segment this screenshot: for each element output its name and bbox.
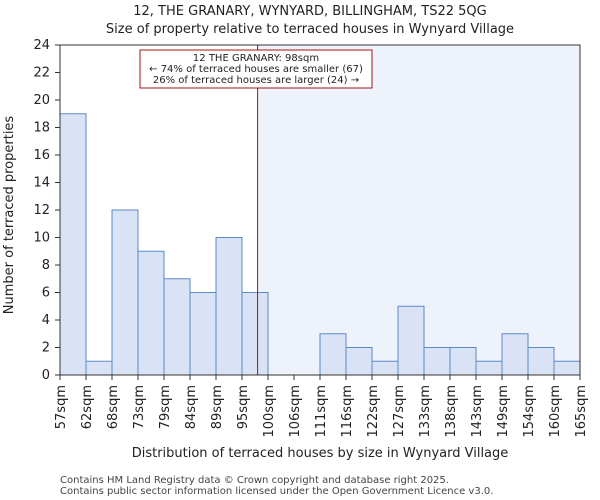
x-tick-label: 165sqm: [574, 385, 589, 438]
y-tick-label: 8: [42, 258, 50, 273]
x-tick-label: 68sqm: [106, 385, 121, 429]
x-tick-label: 138sqm: [444, 385, 459, 438]
x-tick-label: 84sqm: [184, 385, 199, 429]
bar: [111, 209, 139, 376]
annotation-line2: ← 74% of terraced houses are smaller (67…: [149, 64, 363, 75]
x-axis: 57sqm 62sqm 68sqm 73sqm 79sqm 84sqm 89sqm 95sqm…: [54, 375, 589, 438]
x-tick-label: 149sqm: [496, 385, 511, 438]
y-tick-label: 18: [33, 121, 50, 136]
y-tick-label: 14: [33, 176, 50, 191]
x-tick-label: 79sqm: [158, 385, 173, 429]
x-tick-label: 127sqm: [392, 385, 407, 438]
bar: [423, 347, 451, 376]
bar: [189, 292, 217, 376]
footer-line1: Contains HM Land Registry data © Crown c…: [60, 475, 449, 486]
y-tick-label: 0: [42, 368, 50, 383]
y-tick-label: 16: [33, 148, 50, 163]
chart-title-line1: 12, THE GRANARY, WYNYARD, BILLINGHAM, TS…: [133, 4, 486, 19]
bar: [85, 360, 113, 376]
bar: [241, 292, 269, 376]
x-tick-label: 143sqm: [470, 385, 485, 438]
bar: [215, 237, 243, 376]
y-tick-label: 4: [42, 313, 50, 328]
y-axis-label: Number of terraced properties: [2, 116, 17, 315]
y-tick-label: 2: [42, 341, 50, 356]
bar: [137, 250, 165, 376]
x-tick-label: 95sqm: [236, 385, 251, 429]
y-tick-label: 6: [42, 286, 50, 301]
chart-title-line2: Size of property relative to terraced ho…: [106, 22, 514, 37]
footer-line2: Contains public sector information licen…: [60, 486, 493, 497]
bar: [319, 333, 347, 376]
bar: [345, 347, 373, 376]
bar: [475, 360, 503, 376]
x-tick-label: 73sqm: [132, 385, 147, 429]
x-tick-label: 89sqm: [210, 385, 225, 429]
annotation-line1: 12 THE GRANARY: 98sqm: [193, 53, 319, 64]
y-tick-label: 12: [33, 203, 50, 218]
bars: [59, 113, 581, 376]
x-tick-label: 111sqm: [314, 385, 329, 438]
annotation-box: 12 THE GRANARY: 98sqm ← 74% of terraced …: [139, 49, 373, 89]
x-tick-label: 62sqm: [80, 385, 95, 429]
x-tick-label: 100sqm: [262, 385, 277, 438]
bar: [59, 113, 87, 376]
y-tick-label: 10: [33, 231, 50, 246]
x-tick-label: 106sqm: [288, 385, 303, 438]
bar: [371, 360, 399, 376]
y-tick-label: 22: [33, 66, 50, 81]
x-axis-label: Distribution of terraced houses by size …: [132, 446, 509, 461]
bar: [163, 278, 191, 376]
x-tick-label: 160sqm: [548, 385, 563, 438]
annotation-frame: [139, 49, 373, 89]
bar: [553, 360, 581, 376]
bar: [449, 347, 477, 376]
x-tick-label: 122sqm: [366, 385, 381, 438]
bar: [397, 305, 425, 376]
x-tick-label: 116sqm: [340, 385, 355, 438]
x-tick-label: 154sqm: [522, 385, 537, 438]
bar: [527, 347, 555, 376]
y-tick-label: 24: [33, 38, 50, 53]
annotation-line3: 26% of terraced houses are larger (24) →: [153, 75, 359, 86]
x-tick-label: 57sqm: [54, 385, 69, 429]
y-tick-label: 20: [33, 93, 50, 108]
bar: [501, 333, 529, 376]
x-tick-label: 133sqm: [418, 385, 433, 438]
